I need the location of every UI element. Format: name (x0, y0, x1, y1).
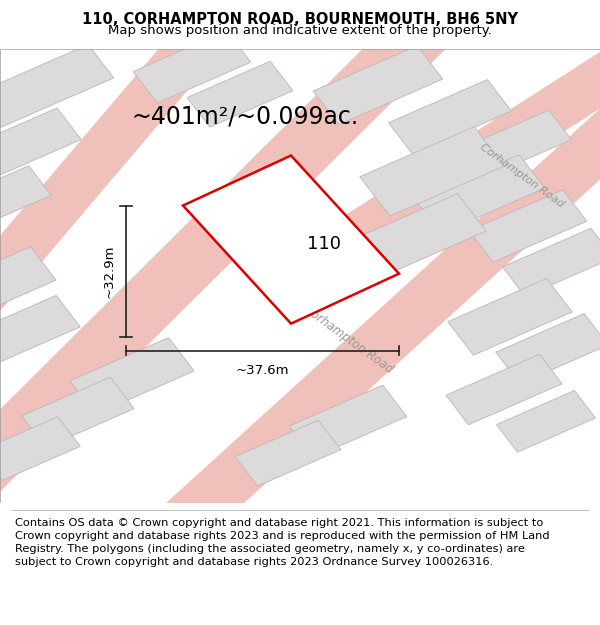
Polygon shape (389, 79, 511, 154)
Polygon shape (289, 385, 407, 458)
Polygon shape (0, 296, 80, 366)
Polygon shape (461, 110, 571, 178)
Text: 110: 110 (307, 235, 341, 253)
Text: ~401m²/~0.099ac.: ~401m²/~0.099ac. (132, 105, 359, 129)
Text: Corhampton Road: Corhampton Road (478, 142, 566, 210)
Polygon shape (70, 338, 194, 414)
Polygon shape (0, 166, 51, 241)
Polygon shape (0, 44, 114, 135)
Text: ~37.6m: ~37.6m (236, 364, 289, 377)
Polygon shape (469, 190, 587, 262)
Polygon shape (133, 31, 251, 103)
Bar (0, 49, 600, 503)
Polygon shape (157, 102, 600, 541)
Polygon shape (448, 279, 572, 355)
Polygon shape (0, 417, 80, 481)
Polygon shape (446, 354, 562, 425)
Polygon shape (183, 156, 399, 324)
Polygon shape (497, 391, 595, 452)
Text: Map shows position and indicative extent of the property.: Map shows position and indicative extent… (108, 24, 492, 36)
Polygon shape (311, 0, 600, 270)
Polygon shape (496, 314, 600, 384)
Polygon shape (415, 155, 545, 234)
Polygon shape (187, 61, 293, 127)
Text: 110, CORHAMPTON ROAD, BOURNEMOUTH, BH6 5NY: 110, CORHAMPTON ROAD, BOURNEMOUTH, BH6 5… (82, 12, 518, 27)
Text: ~32.9m: ~32.9m (102, 244, 115, 298)
Text: Corhampton Road: Corhampton Road (301, 302, 395, 376)
Text: Contains OS data © Crown copyright and database right 2021. This information is : Contains OS data © Crown copyright and d… (15, 518, 550, 568)
Polygon shape (503, 228, 600, 296)
Polygon shape (0, 15, 233, 355)
Polygon shape (0, 108, 81, 189)
Polygon shape (22, 378, 134, 448)
Polygon shape (313, 46, 443, 124)
Polygon shape (360, 127, 504, 216)
Polygon shape (235, 420, 341, 486)
Polygon shape (354, 194, 486, 276)
Polygon shape (0, 247, 56, 323)
Polygon shape (0, 0, 476, 496)
